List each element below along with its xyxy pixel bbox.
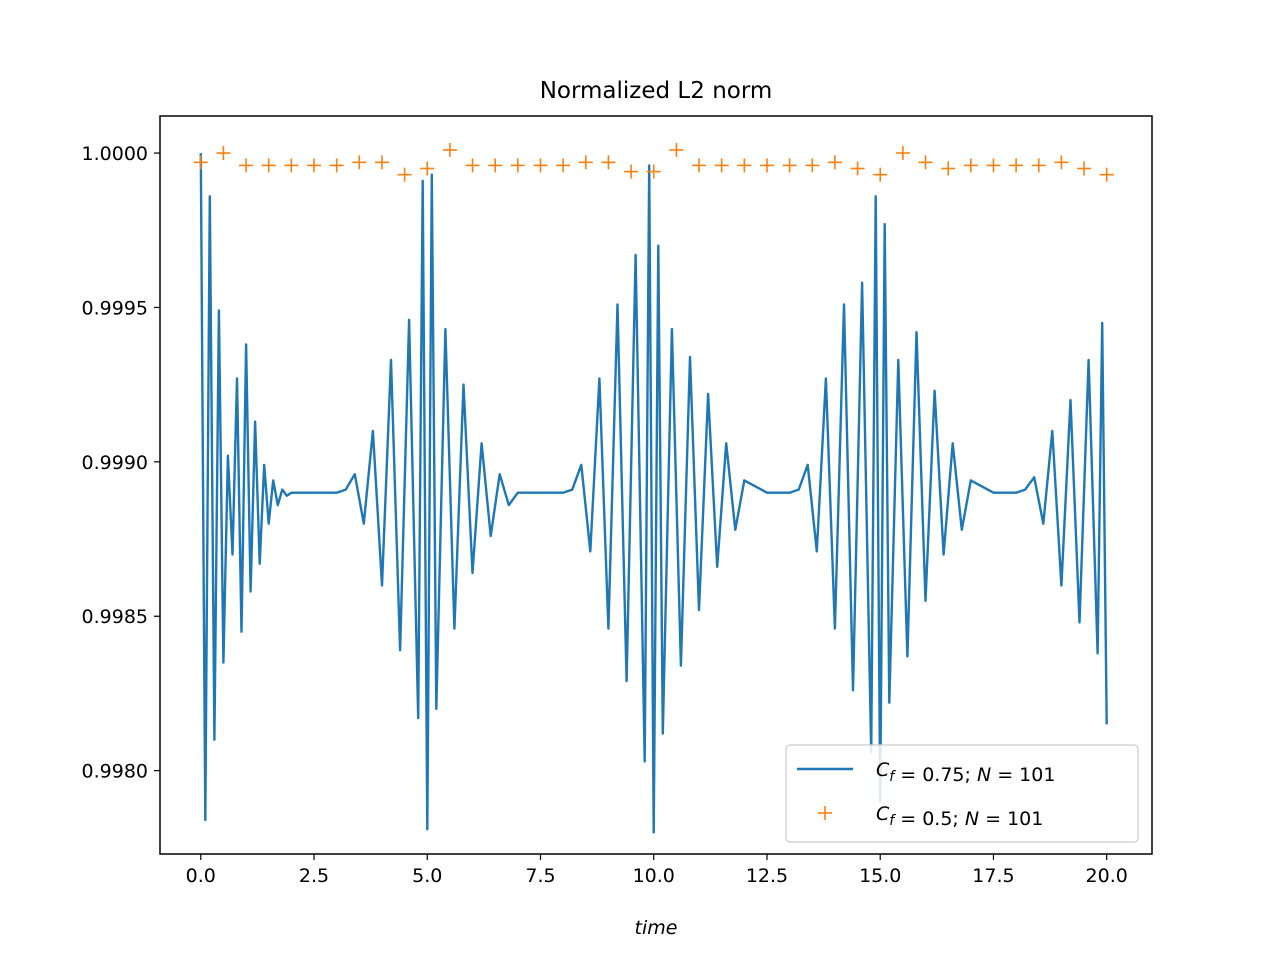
y-tick-label: 0.9990 <box>82 452 148 474</box>
marker-point <box>307 158 322 173</box>
marker-point <box>420 161 435 176</box>
marker-point <box>895 146 910 161</box>
marker-point <box>782 158 797 173</box>
marker-point <box>374 155 389 170</box>
x-tick-label: 2.5 <box>299 865 329 887</box>
marker-point <box>827 155 842 170</box>
x-tick-label: 10.0 <box>633 865 675 887</box>
y-tick-label: 0.9980 <box>82 761 148 783</box>
marker-point <box>1099 167 1114 182</box>
x-tick-label: 15.0 <box>859 865 901 887</box>
marker-point <box>488 158 503 173</box>
x-tick-label: 20.0 <box>1086 865 1128 887</box>
marker-point <box>737 158 752 173</box>
marker-point <box>442 142 457 157</box>
y-tick-label: 0.9985 <box>82 606 148 628</box>
marker-point <box>692 158 707 173</box>
marker-point <box>986 158 1001 173</box>
legend-marker-swatch <box>818 806 832 820</box>
marker-point <box>714 158 729 173</box>
marker-point <box>193 155 208 170</box>
x-tick-label: 17.5 <box>972 865 1014 887</box>
legend-box <box>785 744 1139 843</box>
marker-point <box>352 155 367 170</box>
plot-data <box>193 142 1114 834</box>
marker-point <box>601 155 616 170</box>
marker-point <box>397 167 412 182</box>
x-axis-label: time <box>635 917 678 939</box>
y-axis: 0.9980 0.9985 0.9990 0.9995 1.0000 <box>82 143 160 783</box>
x-tick-label: 5.0 <box>412 865 442 887</box>
chart-title: Normalized L2 norm <box>540 78 773 104</box>
series-line-cf-075 <box>199 153 1108 834</box>
marker-point <box>578 155 593 170</box>
x-tick-label: 0.0 <box>186 865 216 887</box>
marker-point <box>510 158 525 173</box>
marker-point <box>329 158 344 173</box>
legend-entry-label: Cf = 0.5; N = 101 <box>876 803 1043 830</box>
marker-point <box>216 146 231 161</box>
marker-point <box>1054 155 1069 170</box>
marker-point <box>1031 158 1046 173</box>
marker-point <box>284 158 299 173</box>
marker-point <box>850 161 865 176</box>
legend-entry-label: Cf = 0.75; N = 101 <box>876 759 1055 786</box>
marker-point <box>556 158 571 173</box>
plot-frame <box>159 115 1153 855</box>
x-axis: 0.0 2.5 5.0 7.5 10.0 12.5 15.0 17.5 20.0 <box>186 854 1128 887</box>
marker-point <box>261 158 276 173</box>
marker-point <box>963 158 978 173</box>
marker-point <box>533 158 548 173</box>
marker-point <box>918 155 933 170</box>
legend: Cf = 0.75; N = 101 Cf = 0.5; N = 101 <box>785 744 1139 843</box>
marker-point <box>1009 158 1024 173</box>
y-tick-label: 1.0000 <box>82 143 148 165</box>
marker-point <box>805 158 820 173</box>
marker-point <box>669 142 684 157</box>
y-tick-label: 0.9995 <box>82 297 148 319</box>
x-tick-label: 7.5 <box>525 865 555 887</box>
marker-point <box>624 164 639 179</box>
marker-point <box>759 158 774 173</box>
marker-point <box>1077 161 1092 176</box>
marker-point <box>941 161 956 176</box>
marker-point <box>465 158 480 173</box>
x-tick-label: 12.5 <box>746 865 788 887</box>
marker-point <box>873 167 888 182</box>
marker-point <box>239 158 254 173</box>
marker-point <box>646 164 661 179</box>
